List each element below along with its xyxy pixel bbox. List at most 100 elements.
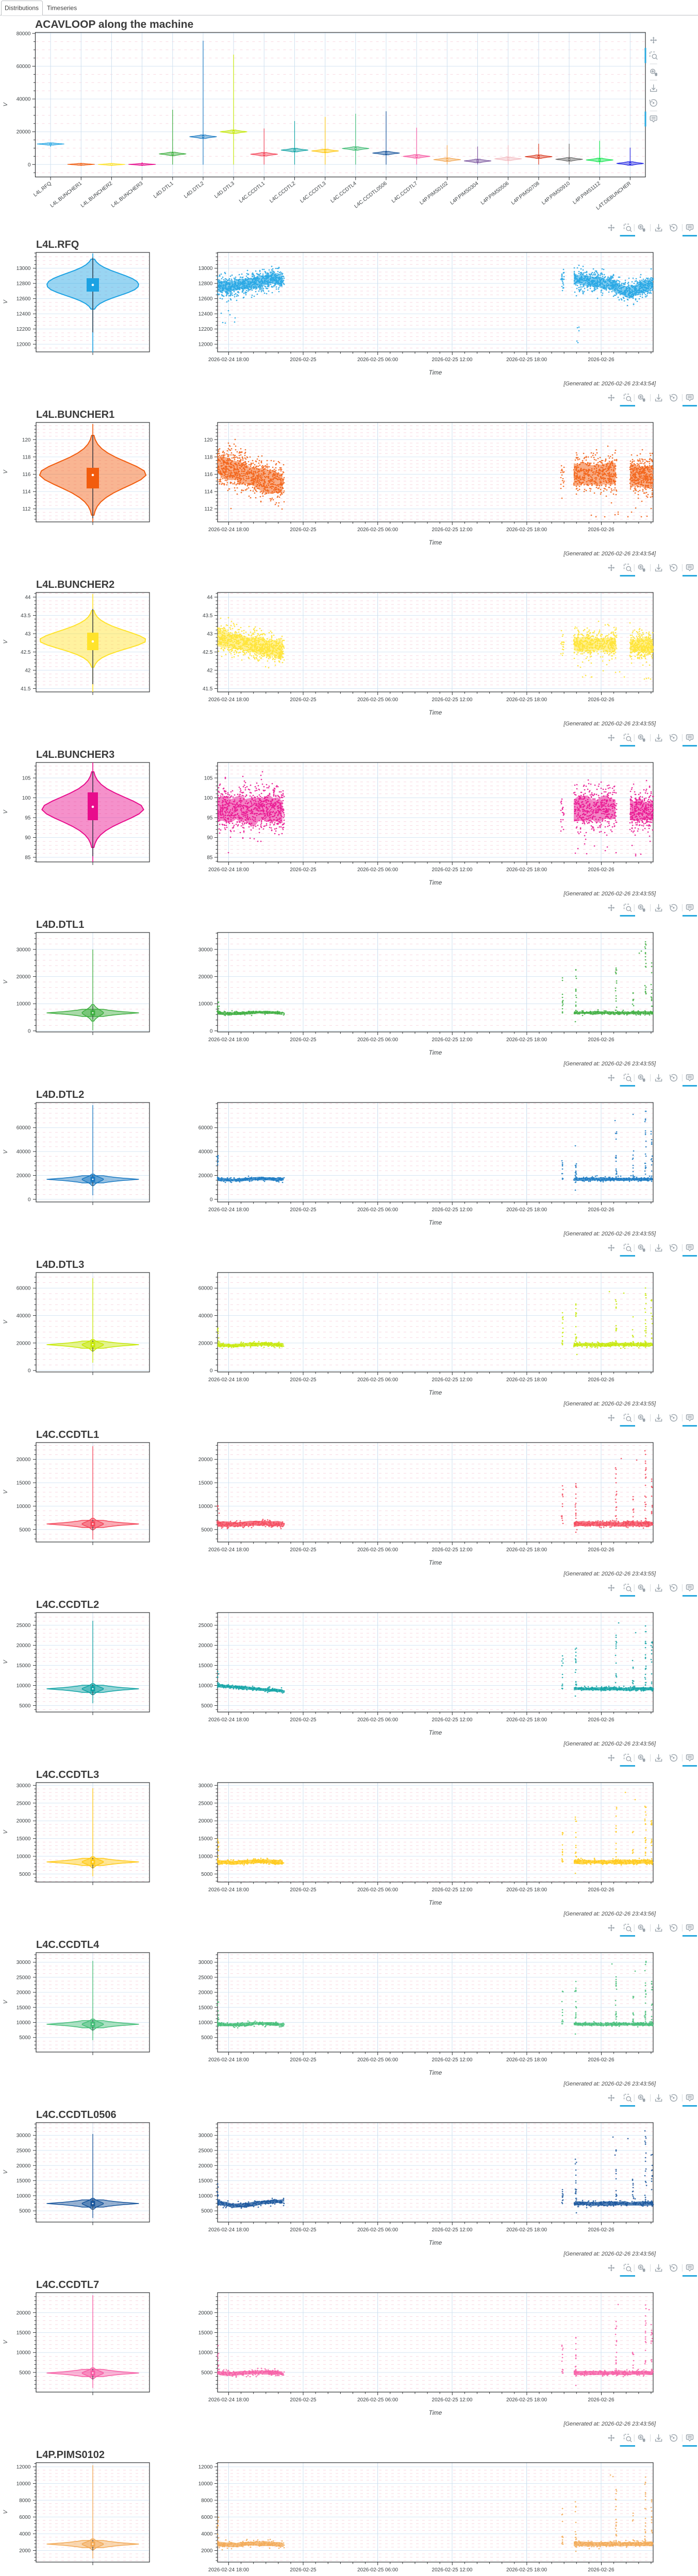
svg-text:20000: 20000 (16, 1819, 31, 1824)
svg-text:85: 85 (25, 855, 31, 861)
svg-text:2026-02-24 18:00: 2026-02-24 18:00 (208, 2227, 249, 2233)
svg-text:15000: 15000 (16, 2178, 31, 2184)
svg-text:2026-02-25 12:00: 2026-02-25 12:00 (432, 1547, 473, 1553)
svg-text:L4D.DTL3: L4D.DTL3 (36, 1259, 84, 1270)
svg-text:10000: 10000 (198, 2193, 213, 2199)
svg-text:30000: 30000 (198, 2133, 213, 2139)
svg-text:[Generated at: 2026-02-26 23:4: [Generated at: 2026-02-26 23:43:56] (563, 2081, 656, 2087)
svg-text:2026-02-25 06:00: 2026-02-25 06:00 (357, 867, 398, 873)
svg-text:20000: 20000 (16, 974, 31, 980)
svg-text:10000: 10000 (16, 2193, 31, 2199)
svg-text:5000: 5000 (19, 1527, 31, 1533)
svg-text:2026-02-25 12:00: 2026-02-25 12:00 (432, 2567, 473, 2573)
svg-text:114: 114 (205, 489, 213, 495)
svg-text:12200: 12200 (198, 327, 213, 332)
svg-text:2026-02-25: 2026-02-25 (290, 1207, 317, 1213)
svg-text:V: V (3, 2170, 9, 2174)
svg-text:41.5: 41.5 (21, 686, 31, 692)
svg-text:V: V (3, 299, 9, 304)
svg-text:2026-02-26: 2026-02-26 (588, 2397, 614, 2403)
svg-text:2026-02-24 18:00: 2026-02-24 18:00 (208, 2567, 249, 2573)
svg-text:2026-02-25 12:00: 2026-02-25 12:00 (432, 1037, 473, 1043)
svg-text:2026-02-25 18:00: 2026-02-25 18:00 (506, 357, 547, 363)
svg-text:2026-02-26: 2026-02-26 (588, 867, 614, 873)
svg-text:10000: 10000 (16, 1683, 31, 1689)
svg-text:2026-02-24 18:00: 2026-02-24 18:00 (208, 1887, 249, 1893)
svg-text:6000: 6000 (19, 2515, 31, 2520)
svg-text:2026-02-25 18:00: 2026-02-25 18:00 (506, 2057, 547, 2063)
svg-text:5000: 5000 (201, 2209, 213, 2214)
svg-text:20000: 20000 (198, 2163, 213, 2169)
svg-text:90: 90 (25, 835, 31, 841)
svg-text:5000: 5000 (19, 1872, 31, 1877)
svg-text:[Generated at: 2026-02-26 23:4: [Generated at: 2026-02-26 23:43:55] (563, 1231, 656, 1237)
svg-text:60000: 60000 (16, 1286, 31, 1292)
svg-text:2026-02-25 18:00: 2026-02-25 18:00 (506, 527, 547, 533)
svg-text:30000: 30000 (16, 1960, 31, 1965)
svg-text:15000: 15000 (16, 1836, 31, 1842)
svg-text:2026-02-25 18:00: 2026-02-25 18:00 (506, 697, 547, 703)
svg-text:V: V (3, 1659, 9, 1664)
svg-text:2026-02-25: 2026-02-25 (290, 1547, 317, 1553)
svg-text:25000: 25000 (198, 1801, 213, 1806)
svg-text:L4L.BUNCHER2: L4L.BUNCHER2 (36, 579, 114, 590)
svg-text:2026-02-25 06:00: 2026-02-25 06:00 (357, 2057, 398, 2063)
svg-text:44: 44 (25, 595, 31, 601)
svg-text:12400: 12400 (16, 312, 31, 317)
svg-text:60000: 60000 (16, 1125, 31, 1131)
svg-text:15000: 15000 (16, 2330, 31, 2336)
svg-text:10000: 10000 (198, 1002, 213, 1007)
svg-text:2026-02-25 12:00: 2026-02-25 12:00 (432, 2227, 473, 2233)
svg-text:20000: 20000 (16, 1457, 31, 1463)
svg-text:2026-02-25: 2026-02-25 (290, 2227, 317, 2233)
svg-text:V: V (3, 102, 9, 107)
svg-text:[Generated at: 2026-02-26 23:4: [Generated at: 2026-02-26 23:43:56] (563, 2251, 656, 2257)
svg-text:Time: Time (429, 880, 442, 886)
svg-text:2026-02-24 18:00: 2026-02-24 18:00 (208, 1037, 249, 1043)
svg-text:Distributions: Distributions (5, 5, 39, 12)
svg-text:L4C.CCDTL1: L4C.CCDTL1 (36, 1429, 99, 1440)
svg-text:2026-02-24 18:00: 2026-02-24 18:00 (208, 1547, 249, 1553)
svg-text:100: 100 (204, 795, 213, 801)
svg-text:2026-02-25 18:00: 2026-02-25 18:00 (506, 867, 547, 873)
svg-text:2026-02-25 06:00: 2026-02-25 06:00 (357, 357, 398, 363)
svg-text:[Generated at: 2026-02-26 23:4: [Generated at: 2026-02-26 23:43:54] (563, 381, 656, 387)
svg-text:41.5: 41.5 (203, 686, 213, 692)
svg-text:2026-02-25 18:00: 2026-02-25 18:00 (506, 1377, 547, 1383)
svg-text:5000: 5000 (19, 1703, 31, 1709)
svg-text:L4C.CCDTL4: L4C.CCDTL4 (36, 1939, 99, 1951)
svg-text:Time: Time (429, 1050, 442, 1056)
svg-text:5000: 5000 (19, 2035, 31, 2041)
svg-text:2026-02-24 18:00: 2026-02-24 18:00 (208, 1377, 249, 1383)
svg-text:V: V (3, 809, 9, 814)
svg-text:4000: 4000 (19, 2532, 31, 2537)
svg-text:2026-02-25: 2026-02-25 (290, 1887, 317, 1893)
svg-text:2026-02-25 06:00: 2026-02-25 06:00 (357, 1887, 398, 1893)
svg-text:12000: 12000 (198, 342, 213, 348)
svg-text:Time: Time (429, 710, 442, 716)
svg-text:60000: 60000 (198, 1286, 213, 1292)
svg-text:42.5: 42.5 (21, 650, 31, 655)
svg-text:2026-02-25: 2026-02-25 (290, 527, 317, 533)
svg-text:L4P.PIMS0102: L4P.PIMS0102 (36, 2449, 105, 2461)
svg-text:4000: 4000 (201, 2532, 213, 2537)
svg-text:2026-02-26: 2026-02-26 (588, 1207, 614, 1213)
svg-text:95: 95 (25, 816, 31, 821)
svg-text:2026-02-26: 2026-02-26 (588, 1037, 614, 1043)
svg-text:25000: 25000 (16, 1623, 31, 1629)
svg-text:15000: 15000 (198, 1836, 213, 1842)
svg-text:L4L.RFQ: L4L.RFQ (36, 239, 79, 250)
svg-text:20000: 20000 (198, 1457, 213, 1463)
svg-text:40000: 40000 (16, 1149, 31, 1155)
svg-text:2026-02-25 06:00: 2026-02-25 06:00 (357, 697, 398, 703)
svg-text:105: 105 (204, 776, 213, 782)
svg-text:V: V (3, 1829, 9, 1834)
svg-text:2026-02-24 18:00: 2026-02-24 18:00 (208, 1717, 249, 1723)
svg-text:2026-02-26: 2026-02-26 (588, 1717, 614, 1723)
svg-text:Time: Time (429, 1900, 442, 1906)
svg-text:2026-02-25 06:00: 2026-02-25 06:00 (357, 1377, 398, 1383)
svg-text:2026-02-25 12:00: 2026-02-25 12:00 (432, 1207, 473, 1213)
svg-text:2026-02-25: 2026-02-25 (290, 357, 317, 363)
svg-text:2026-02-26: 2026-02-26 (588, 1547, 614, 1553)
svg-text:2026-02-26: 2026-02-26 (588, 1887, 614, 1893)
